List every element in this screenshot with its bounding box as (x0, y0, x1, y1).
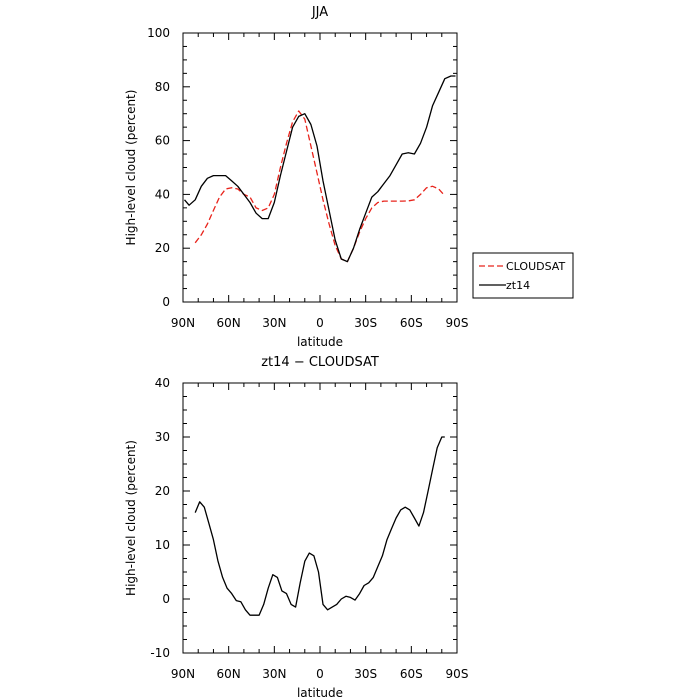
series-line-cloudsat (194, 110, 446, 263)
x-tick-label: 60N (217, 667, 241, 681)
series-line-zt14 (184, 75, 456, 263)
y-tick-label: 20 (155, 484, 170, 498)
x-axis-title: latitude (297, 686, 343, 700)
x-tick-label: 0 (316, 316, 324, 330)
x-tick-label: 90N (171, 316, 195, 330)
plot-frame (182, 32, 458, 303)
chart-title: zt14 − CLOUDSAT (261, 355, 379, 370)
y-tick-label: 0 (162, 592, 170, 606)
x-tick-label: 90S (446, 667, 469, 681)
x-tick-label: 90S (446, 316, 469, 330)
y-tick-label: 80 (155, 80, 170, 94)
y-tick-label: 40 (155, 376, 170, 390)
y-tick-label: 20 (155, 241, 170, 255)
x-tick-label: 30N (262, 667, 286, 681)
y-axis-title: High-level cloud (percent) (124, 90, 138, 246)
x-tick-label: 90N (171, 667, 195, 681)
y-axis-title: High-level cloud (percent) (124, 440, 138, 596)
x-tick-label: 30N (262, 316, 286, 330)
y-tick-label: 0 (162, 295, 170, 309)
chart-title: JJA (311, 5, 328, 20)
x-axis-title: latitude (297, 335, 343, 349)
legend: CLOUDSAT zt14 (472, 252, 574, 299)
series-line (194, 436, 445, 616)
x-tick-label: 60S (400, 667, 423, 681)
plot-frame (182, 382, 458, 654)
y-tick-label: 40 (155, 187, 170, 201)
y-tick-label: 100 (147, 26, 170, 40)
legend-label-cloudsat: CLOUDSAT (506, 260, 565, 273)
x-tick-label: 60N (217, 316, 241, 330)
y-tick-label: -10 (150, 646, 170, 660)
bottom-chart-panel: 90N 60N 30N 0 30S 60S 90S -10 0 10 20 30 40 zt14 − CL… (124, 355, 468, 700)
legend-box (472, 252, 574, 299)
x-tick-label: 30S (354, 316, 377, 330)
y-tick-label: 60 (155, 134, 170, 148)
x-tick-label: 0 (316, 667, 324, 681)
legend-label-zt14: zt14 (506, 279, 530, 292)
x-tick-label: 60S (400, 316, 423, 330)
y-tick-label: 30 (155, 430, 170, 444)
top-chart-panel: 90N 60N 30N 0 30S 60S 90S 0 20 40 60 80 100 JJA latitu… (124, 5, 574, 349)
x-tick-label: 30S (354, 667, 377, 681)
y-tick-label: 10 (155, 538, 170, 552)
